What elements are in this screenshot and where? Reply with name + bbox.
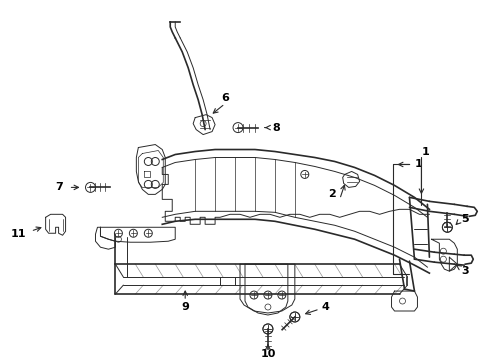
Text: 2: 2 [328, 189, 336, 199]
Text: 4: 4 [322, 302, 330, 312]
Text: 11: 11 [10, 229, 25, 239]
Text: 6: 6 [221, 93, 229, 103]
Text: 3: 3 [461, 266, 469, 276]
Text: 1: 1 [415, 159, 422, 170]
Text: 5: 5 [461, 214, 469, 224]
Text: 1: 1 [421, 147, 429, 157]
Text: 8: 8 [272, 123, 280, 132]
Text: 9: 9 [181, 302, 189, 312]
Text: 7: 7 [55, 183, 63, 192]
Text: 10: 10 [260, 349, 275, 359]
